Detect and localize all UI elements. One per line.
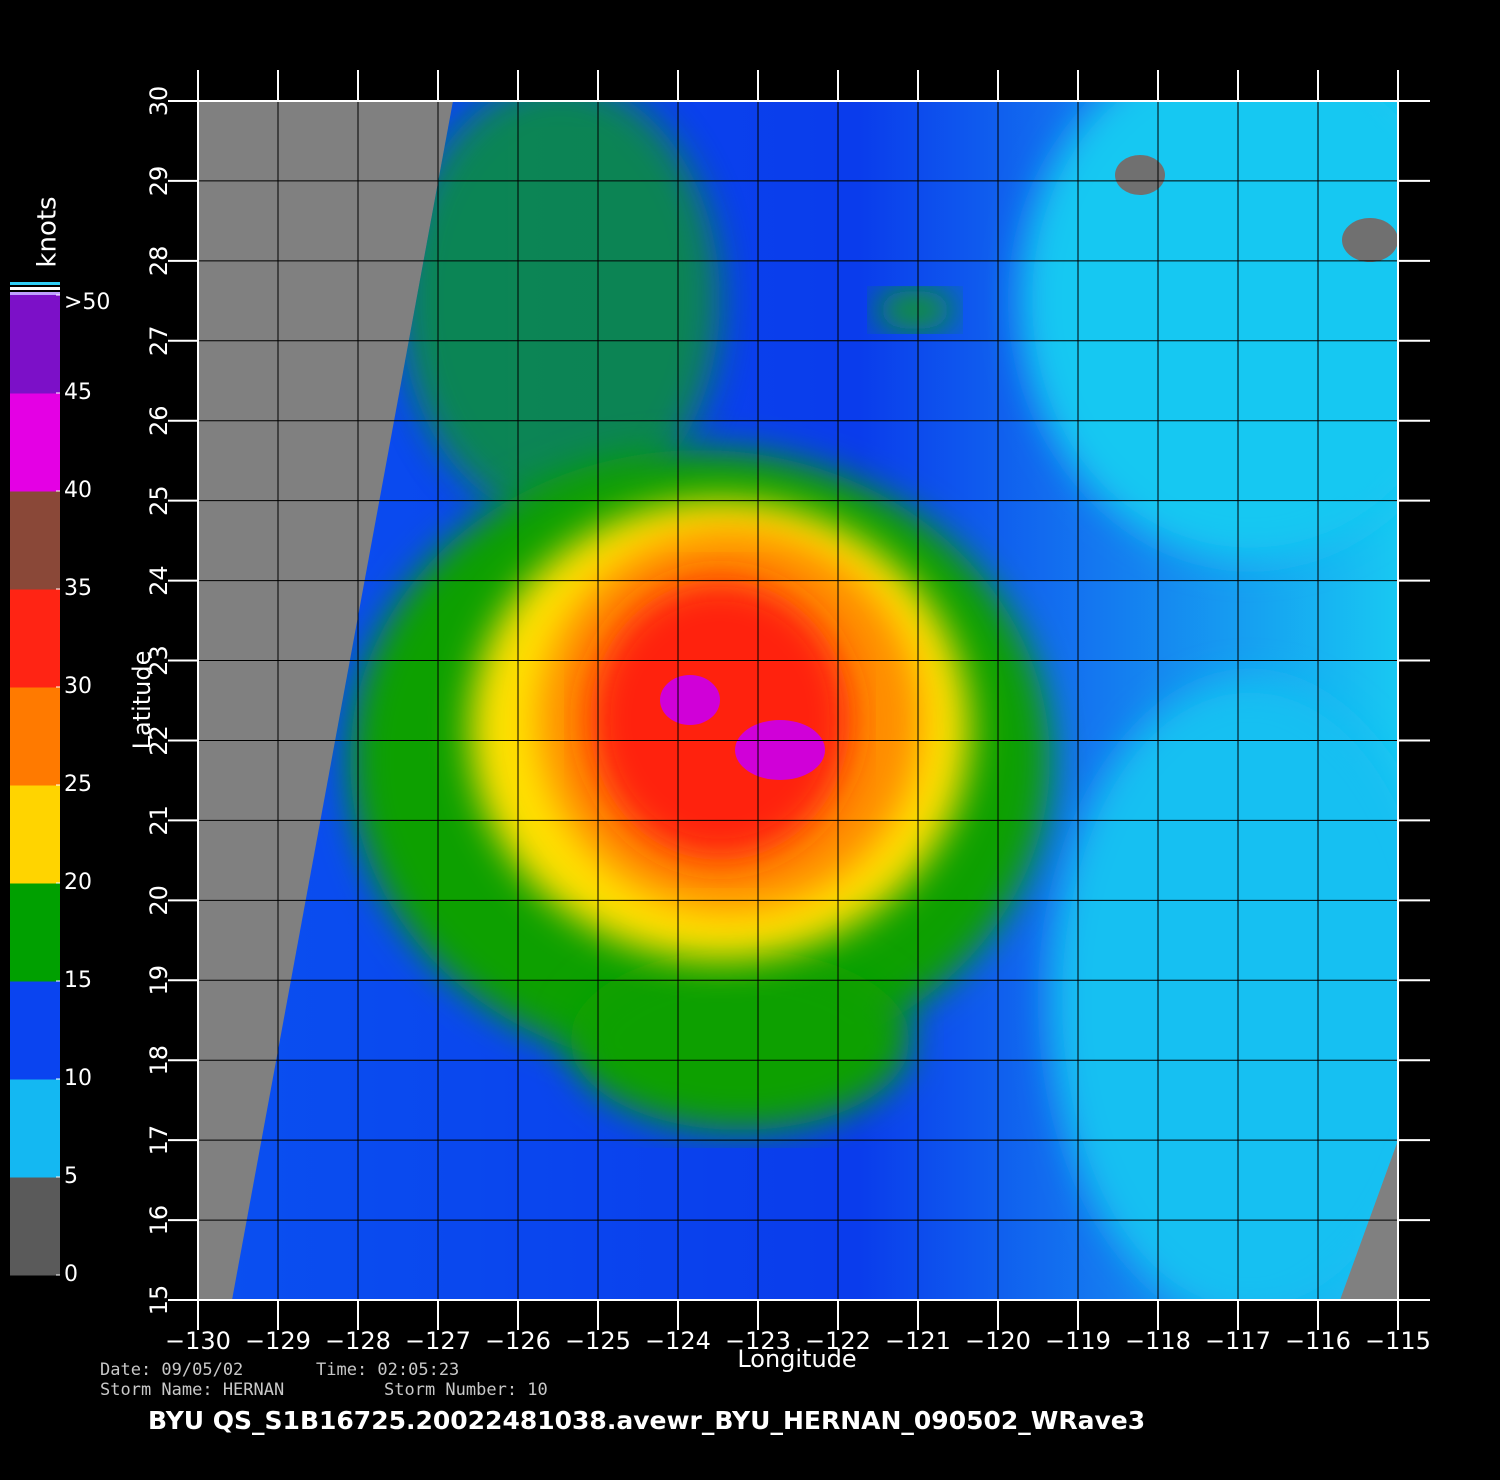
x-tick-label: −129 [245,1327,311,1355]
y-tick-label: 26 [145,405,173,436]
colorbar-segment [10,491,60,590]
colorbar-label: 0 [64,1262,78,1287]
y-tick-label: 21 [145,805,173,836]
y-tick-label: 22 [145,725,173,756]
x-tick-label: −130 [165,1327,231,1355]
colorbar-label: 35 [64,576,92,601]
colorbar-segment [10,295,60,394]
colorbar-segment [10,883,60,982]
x-tick-label: −124 [645,1327,711,1355]
x-tick-label: −120 [965,1327,1031,1355]
x-tick-label: −126 [485,1327,551,1355]
info-storm-name: Storm Name: HERNAN [100,1380,284,1400]
x-tick-label: −125 [565,1327,631,1355]
colorbar-label: 30 [64,674,92,699]
x-tick-label: −128 [325,1327,391,1355]
colorbar-segment [10,687,60,786]
colorbar-label: 15 [64,968,92,993]
colorbar-label: 5 [64,1164,78,1189]
colorbar-label: 25 [64,772,92,797]
info-date: Date: 09/05/02 [100,1360,243,1380]
info-time: Time: 02:05:23 [316,1360,459,1380]
colorbar-label: >50 [64,290,110,315]
colorbar-segment [10,393,60,492]
x-tick-label: −117 [1205,1327,1271,1355]
x-tick-label: −122 [805,1327,871,1355]
x-tick-label: −121 [885,1327,951,1355]
y-tick-label: 17 [145,1125,173,1156]
y-tick-label: 24 [145,565,173,596]
y-tick-label: 30 [145,86,173,117]
colorbar-label: 45 [64,380,92,405]
x-tick-label: −123 [725,1327,791,1355]
x-tick-label: −116 [1285,1327,1351,1355]
info-storm-number: Storm Number: 10 [384,1380,548,1400]
colorbar-cap [10,282,60,295]
x-tick-label: −119 [1045,1327,1111,1355]
y-tick-label: 25 [145,485,173,516]
wind-field [232,101,1398,1300]
title: BYU QS_S1B16725.20022481038.avewr_BYU_HE… [148,1406,1145,1435]
y-tick-label: 27 [145,326,173,357]
colorbar-segment [10,589,60,688]
colorbar-segment [10,981,60,1080]
y-tick-label: 23 [145,645,173,676]
colorbar-title: knots [33,196,63,267]
y-tick-label: 19 [145,965,173,996]
y-tick-label: 20 [145,885,173,916]
x-axis-label: Longitude [737,1345,856,1373]
colorbar-label: 10 [64,1066,92,1091]
y-tick-label: 15 [145,1285,173,1316]
y-tick-label: 18 [145,1045,173,1076]
y-tick-label: 16 [145,1205,173,1236]
x-tick-label: −115 [1365,1327,1431,1355]
y-tick-label: 29 [145,166,173,197]
colorbar-label: 20 [64,870,92,895]
colorbar-label: 40 [64,478,92,503]
grid [197,100,1399,1301]
y-tick-label: 28 [145,246,173,277]
colorbar-segment [10,1079,60,1178]
x-tick-label: −118 [1125,1327,1191,1355]
x-tick-label: −127 [405,1327,471,1355]
colorbar-segment [10,785,60,884]
y-axis-label: Latitude [128,651,156,750]
frame [197,100,1399,1301]
colorbar-segment [10,1177,60,1276]
